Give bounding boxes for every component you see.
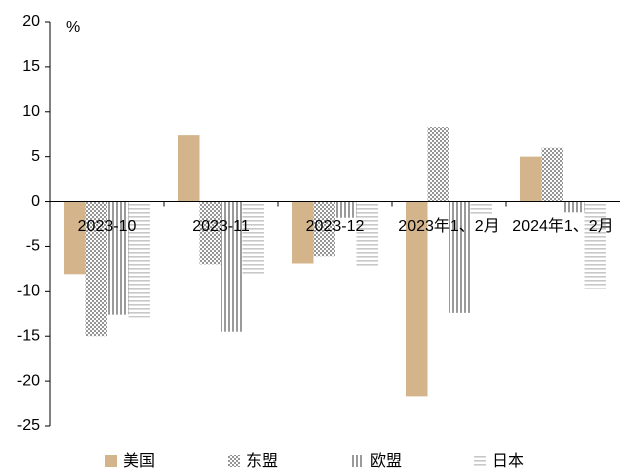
bar [107, 201, 129, 315]
bar [563, 201, 585, 213]
bar [178, 135, 200, 202]
y-tick-label: 15 [22, 58, 40, 75]
bar [64, 201, 86, 275]
bar [520, 156, 542, 202]
y-tick-label: -5 [26, 238, 40, 255]
y-tick-label: 5 [31, 148, 40, 165]
x-tick-label: 2024年1、2月 [512, 217, 613, 235]
bar [292, 201, 314, 264]
y-tick-label: 0 [31, 193, 40, 210]
x-tick-label: 2023-10 [78, 218, 137, 235]
legend-label: 欧盟 [370, 452, 402, 470]
bar [356, 201, 378, 267]
unit-label: % [66, 19, 80, 36]
legend-swatch [352, 455, 364, 467]
legend-swatch [474, 455, 486, 467]
bar [541, 147, 563, 202]
bar [427, 127, 449, 202]
legend-label: 东盟 [246, 452, 278, 470]
bar [584, 201, 606, 289]
bar [335, 201, 357, 218]
y-tick-label: -25 [17, 417, 40, 434]
bar [313, 201, 335, 257]
legend-label: 美国 [123, 452, 155, 470]
x-tick-label: 2023-11 [192, 218, 250, 235]
y-tick-label: -15 [17, 327, 40, 344]
y-tick-label: 10 [22, 103, 40, 120]
bar [406, 201, 428, 397]
y-tick-label: -10 [17, 283, 40, 300]
y-tick-label: 20 [22, 13, 40, 30]
bar [85, 201, 107, 337]
legend-label: 日本 [492, 452, 524, 470]
legend-swatch [105, 455, 117, 467]
x-tick-label: 2023-12 [306, 218, 365, 235]
bar [470, 201, 492, 216]
bar [449, 201, 471, 313]
bar [221, 201, 243, 332]
bar [199, 201, 221, 265]
y-tick-label: -20 [17, 372, 40, 389]
bar [242, 201, 264, 275]
legend-swatch [228, 455, 240, 467]
bar [128, 201, 150, 318]
x-tick-label: 2023年1、2月 [398, 217, 499, 235]
